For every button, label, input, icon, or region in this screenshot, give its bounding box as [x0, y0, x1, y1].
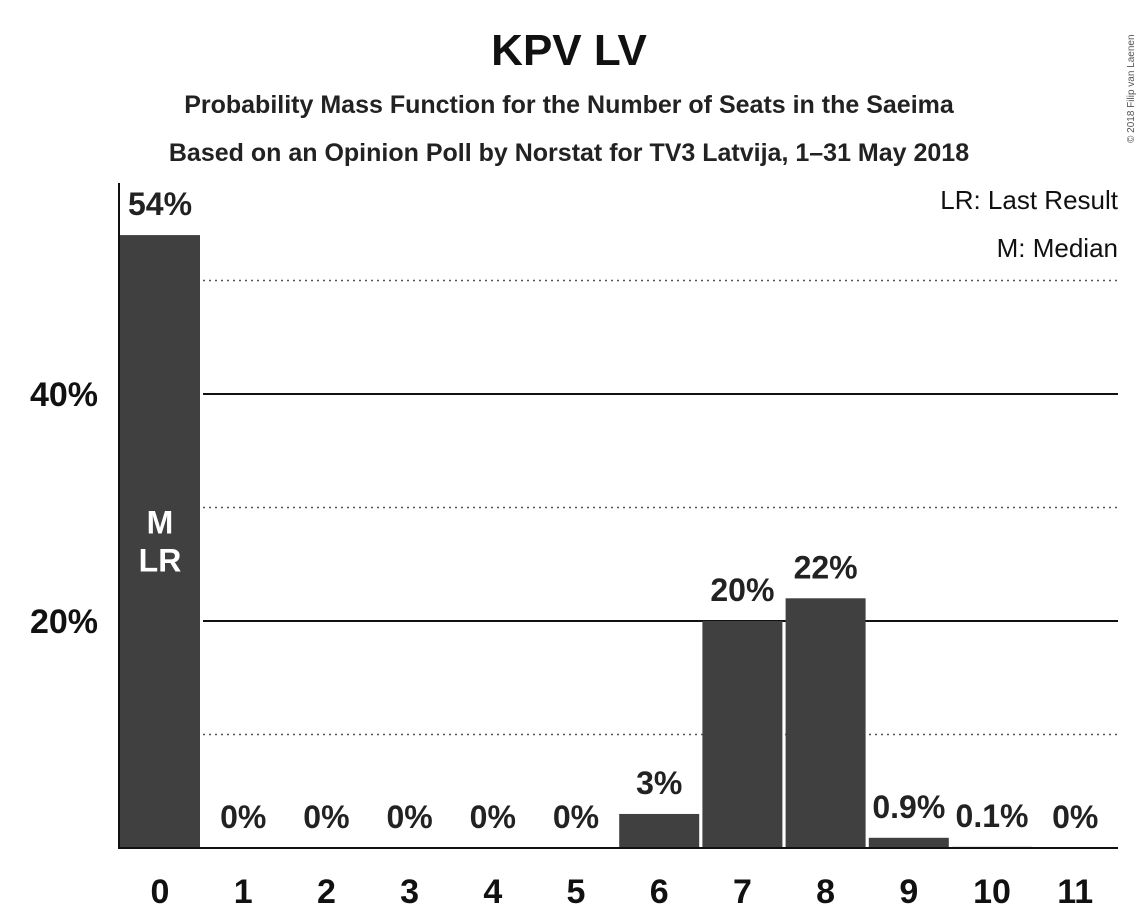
- bar-seats-7: [702, 621, 783, 848]
- bar-marker-m: M: [147, 505, 174, 541]
- legend-last-result: LR: Last Result: [940, 185, 1119, 215]
- x-tick-label-5: 5: [567, 873, 586, 911]
- chart-subtitle-1: Probability Mass Function for the Number…: [184, 91, 955, 119]
- value-label-seats-0: 54%: [128, 186, 192, 222]
- x-tick-label-1: 1: [234, 873, 253, 911]
- bar-marker-lr: LR: [139, 543, 182, 579]
- x-tick-label-10: 10: [973, 873, 1011, 911]
- value-label-seats-7: 20%: [710, 572, 774, 608]
- copyright-notice: © 2018 Filip van Laenen: [1126, 34, 1137, 143]
- value-label-seats-2: 0%: [303, 799, 349, 835]
- chart-title: KPV LV: [491, 26, 647, 75]
- bar-seats-8: [785, 598, 866, 848]
- y-tick-label: 40%: [30, 376, 98, 414]
- x-tick-label-6: 6: [650, 873, 669, 911]
- value-label-seats-9: 0.9%: [872, 789, 945, 825]
- value-label-seats-4: 0%: [470, 799, 516, 835]
- y-tick-label: 20%: [30, 603, 98, 641]
- x-tick-label-9: 9: [899, 873, 918, 911]
- x-tick-label-0: 0: [151, 873, 170, 911]
- bar-seats-0: [120, 235, 200, 849]
- bar-seats-6: [619, 813, 700, 848]
- x-tick-label-8: 8: [816, 873, 835, 911]
- value-label-seats-8: 22%: [794, 549, 858, 585]
- value-label-seats-11: 0%: [1052, 799, 1098, 835]
- x-tick-label-3: 3: [400, 873, 419, 911]
- bars: [120, 235, 1032, 849]
- axes: 20% 40% 0 1 2 3 4 5 6 7 8 9 10 11: [30, 183, 1118, 911]
- value-label-seats-5: 0%: [553, 799, 599, 835]
- data-labels: 54% 0% 0% 0% 0% 0% 3% 20% 22% 0.9% 0.1% 0% MLR: [128, 186, 1098, 835]
- x-tick-label-2: 2: [317, 873, 336, 911]
- chart-subtitle-2: Based on an Opinion Poll by Norstat for …: [169, 139, 969, 167]
- legend-median: M: Median: [997, 233, 1118, 263]
- bar-seats-9: [868, 837, 949, 848]
- value-label-seats-6: 3%: [636, 765, 682, 801]
- x-tick-label-4: 4: [483, 873, 502, 911]
- value-label-seats-10: 0.1%: [956, 798, 1029, 834]
- x-tick-label-7: 7: [733, 873, 752, 911]
- gridlines: [203, 279, 1118, 736]
- x-tick-label-11: 11: [1057, 873, 1093, 911]
- value-label-seats-3: 0%: [386, 799, 432, 835]
- value-label-seats-1: 0%: [220, 799, 266, 835]
